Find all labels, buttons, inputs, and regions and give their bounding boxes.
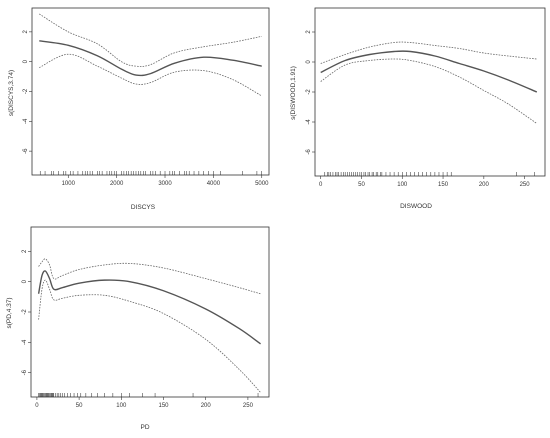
x-tick-label: 0 — [319, 182, 323, 188]
y-axis-title: s(DISWOOD,1.91) — [290, 66, 297, 120]
plot-frame — [314, 7, 546, 177]
y-tick-label: -2 — [23, 88, 29, 94]
lower-confidence-line — [320, 58, 538, 124]
x-axis-title: DISWOOD — [400, 203, 432, 210]
y-tick-label: -6 — [306, 149, 312, 155]
upper-confidence-line — [38, 258, 261, 295]
x-tick-label: 50 — [76, 403, 83, 409]
y-tick-label: -4 — [306, 119, 312, 125]
x-tick-label: 200 — [201, 403, 212, 409]
smooth-estimate-line — [39, 40, 262, 77]
x-tick-label: 100 — [397, 182, 408, 188]
y-tick-label: 0 — [306, 60, 312, 64]
x-tick-label: 200 — [479, 182, 490, 188]
y-tick-label: -6 — [23, 148, 29, 154]
y-tick-label: 0 — [22, 279, 28, 283]
x-tick-label: 1000 — [62, 181, 76, 187]
upper-confidence-line — [39, 13, 262, 67]
chart-panel-diswood: 0 50 100 150 200 250 2 0 -2 -4 -6 DISWOOD s(DISWOO… — [275, 0, 550, 215]
x-tick-label: 4000 — [207, 181, 221, 187]
plot-frame — [30, 226, 270, 398]
chart-panel-discys: 1000 2000 3000 4000 5000 2 0 -2 -4 -6 DISCYS s(DI… — [0, 0, 275, 215]
x-tick-label: 250 — [243, 403, 254, 409]
chart-diswood: 0 50 100 150 200 250 2 0 -2 -4 -6 DISWOOD s(DISWOO… — [290, 7, 546, 210]
y-tick-label: 2 — [23, 30, 29, 34]
y-tick-label: 0 — [23, 59, 29, 63]
y-tick-label: 2 — [22, 249, 28, 253]
chart-pd: 0 50 100 150 200 250 2 0 -2 -4 -6 PD s(PD,4.37) — [6, 226, 270, 431]
y-axis-title: s(PD,4.37) — [6, 297, 13, 328]
x-tick-label: 150 — [438, 182, 449, 188]
y-tick-label: -4 — [23, 118, 29, 124]
x-tick-label: 50 — [358, 182, 365, 188]
plot-frame — [31, 7, 270, 176]
x-tick-label: 150 — [158, 403, 169, 409]
y-tick-label: -2 — [306, 89, 312, 95]
y-tick-label: 2 — [306, 30, 312, 34]
x-axis-title: PD — [140, 424, 149, 431]
y-tick-label: -2 — [22, 309, 28, 315]
x-tick-label: 250 — [520, 182, 531, 188]
chart-discys: 1000 2000 3000 4000 5000 2 0 -2 -4 -6 DISCYS s(DI… — [8, 7, 270, 211]
y-tick-label: -4 — [22, 339, 28, 345]
x-axis-title: DISCYS — [131, 204, 156, 211]
y-tick-label: -6 — [22, 369, 28, 375]
smooth-estimate-line — [320, 50, 538, 93]
smooth-estimate-line — [37, 270, 261, 345]
chart-panel-pd: 0 50 100 150 200 250 2 0 -2 -4 -6 PD s(PD,4.37) — [0, 218, 275, 433]
lower-confidence-line — [38, 279, 261, 393]
x-tick-label: 5000 — [255, 181, 269, 187]
upper-confidence-line — [320, 41, 537, 64]
x-tick-label: 100 — [116, 403, 127, 409]
x-tick-label: 0 — [35, 403, 39, 409]
y-axis-title: s(DISCYS,3.74) — [8, 70, 15, 116]
lower-confidence-line — [39, 53, 262, 97]
x-tick-label: 3000 — [158, 181, 172, 187]
x-tick-label: 2000 — [110, 181, 124, 187]
